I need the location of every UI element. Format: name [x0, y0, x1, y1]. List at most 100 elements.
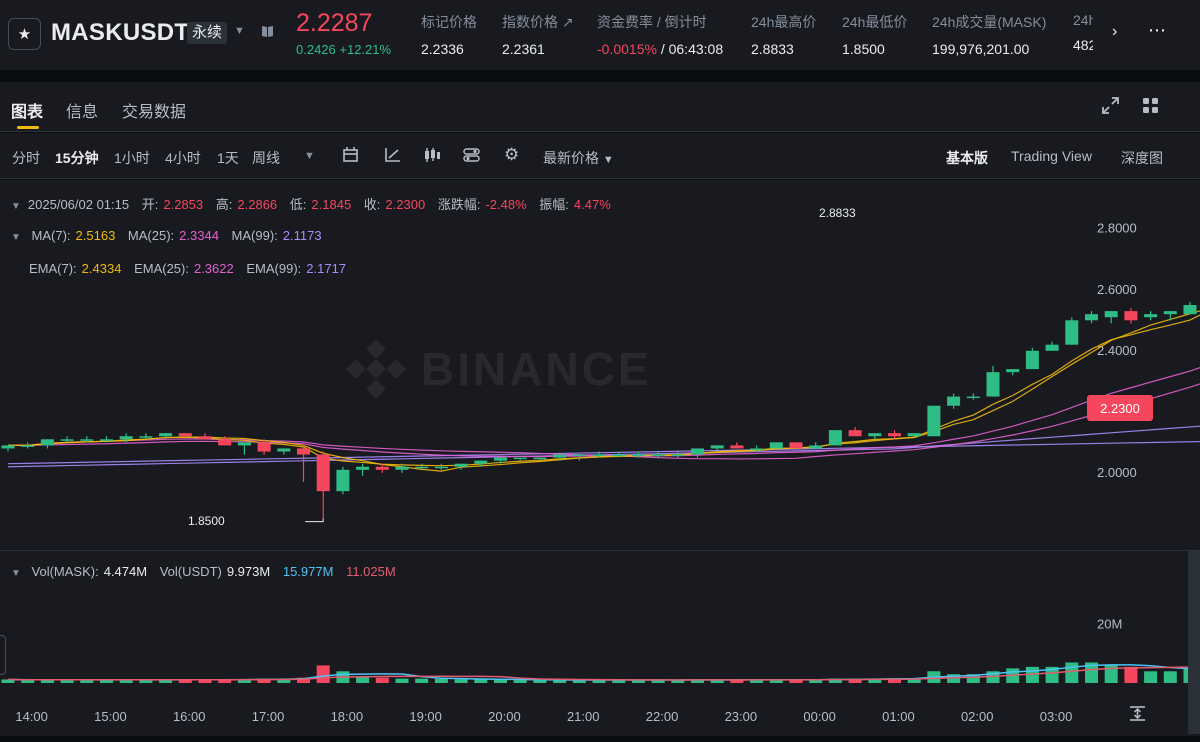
volume-bar: [1045, 666, 1059, 683]
volume-tick-label: 20M: [1097, 616, 1122, 631]
candle-body: [691, 448, 704, 455]
reset-scale-icon[interactable]: [1129, 706, 1146, 721]
interval-4h[interactable]: 4小时: [165, 150, 201, 166]
volume-bar: [60, 679, 74, 683]
binance-logo-icon: [346, 339, 406, 399]
more-icon[interactable]: ⋯: [1148, 20, 1167, 40]
ma7-line: [8, 310, 1200, 472]
candle-body: [218, 439, 232, 446]
price-change: 0.2426 +12.21%: [296, 42, 392, 57]
view-basic[interactable]: 基本版: [946, 150, 988, 166]
volume-bar: [494, 679, 507, 683]
fullscreen-icon[interactable]: [1102, 97, 1119, 114]
view-tradingview[interactable]: Trading View: [1011, 148, 1092, 164]
candle-body: [809, 445, 823, 449]
volume-bar: [297, 677, 310, 683]
collapse-icon: ▼: [11, 568, 21, 579]
volume-bar: [966, 674, 980, 683]
candle-body: [356, 466, 370, 470]
candle-type-icon[interactable]: [342, 147, 359, 163]
volume-bar: [1, 679, 15, 683]
candle-body: [1025, 350, 1039, 370]
interval-1d[interactable]: 1天: [217, 150, 239, 166]
favorite-button[interactable]: ★: [8, 18, 41, 50]
volume-bar: [710, 680, 724, 683]
tab-chart[interactable]: 图表: [11, 104, 44, 121]
volume-bar: [671, 680, 685, 683]
chevron-right-icon[interactable]: ›: [1112, 23, 1118, 40]
candle-body: [730, 445, 744, 449]
volume-bar: [651, 679, 665, 683]
toggle-icon[interactable]: [463, 147, 480, 163]
interval-15m[interactable]: 15分钟: [55, 150, 99, 166]
volume-bar: [691, 679, 704, 683]
volume-bar: [1124, 666, 1138, 683]
volume-bar: [612, 680, 626, 683]
price-tick-label: 2.8000: [1097, 221, 1137, 236]
candle-body: [907, 433, 921, 437]
contract-type-badge[interactable]: 永续: [187, 22, 228, 44]
candle-body: [159, 433, 173, 437]
time-tick-label: 19:00: [409, 709, 442, 724]
candle-body: [1085, 314, 1098, 321]
volume-bar: [631, 680, 645, 683]
ema7-line: [8, 314, 1200, 467]
stat-index-price[interactable]: 指数价格 ↗ 2.2361: [502, 14, 574, 57]
interval-1w[interactable]: 周线: [252, 150, 280, 166]
time-tick-label: 00:00: [803, 709, 836, 724]
time-tick-label: 02:00: [961, 709, 994, 724]
candle-body: [1006, 369, 1020, 373]
volume-bar: [100, 679, 113, 683]
interval-dropdown-icon[interactable]: ▼: [304, 150, 315, 162]
candle-body: [750, 448, 764, 450]
scrollbar[interactable]: [1188, 550, 1200, 734]
volume-bar: [218, 679, 232, 683]
candle-body: [533, 457, 547, 460]
candle-body: [1183, 305, 1197, 315]
volume-bar: [139, 680, 153, 683]
view-depth[interactable]: 深度图: [1121, 150, 1163, 166]
volume-ma-line: [7, 665, 1200, 681]
time-tick-label: 22:00: [646, 709, 679, 724]
candle-body: [40, 439, 54, 446]
layout-icon[interactable]: [1142, 97, 1159, 114]
chart-canvas[interactable]: 2.8000 2.6000 2.4000 2.0000 20M 14:00 15:00 16:…: [0, 180, 1200, 736]
symbol-name[interactable]: MASKUSDT: [51, 19, 190, 46]
ma-legend: ▼ MA(7): 2.5163 MA(25): 2.3344 MA(99): 2.11…: [11, 228, 322, 243]
gear-icon[interactable]: ⚙: [504, 145, 520, 164]
volume-bar: [750, 679, 764, 683]
chevron-down-icon[interactable]: ▼: [234, 25, 245, 37]
candle-body: [277, 448, 291, 452]
volume-bar: [395, 678, 409, 683]
price-tick-label: 2.0000: [1097, 465, 1137, 480]
stat-24h-turnover: 24h 482: [1073, 12, 1093, 53]
tab-info[interactable]: 信息: [66, 104, 99, 121]
kline-chart[interactable]: BINANCE 2.8000 2.6000 2.4000 2.0000 20M 14:00…: [0, 180, 1200, 736]
price-type-select[interactable]: 最新价格 ▼: [543, 150, 614, 166]
volume-bar: [553, 679, 567, 683]
candle-body: [1045, 344, 1059, 351]
tab-trading-data[interactable]: 交易数据: [122, 104, 187, 121]
low-marker-line: [305, 518, 324, 523]
candle-body: [1065, 320, 1079, 345]
stat-24h-low: 24h最低价 1.8500: [842, 14, 908, 57]
volume-ma-line: [7, 664, 1200, 681]
left-drag-handle[interactable]: [0, 635, 6, 675]
drawing-tools-icon[interactable]: [384, 147, 401, 163]
volume-bar: [868, 678, 882, 683]
interval-time[interactable]: 分时: [12, 150, 40, 166]
candle-body: [434, 466, 448, 469]
pane-divider[interactable]: [0, 550, 1200, 551]
volume-bar: [80, 680, 94, 683]
volume-bar: [415, 678, 429, 683]
book-icon[interactable]: [262, 25, 273, 37]
volume-bar: [1065, 662, 1079, 683]
indicators-icon[interactable]: [424, 147, 441, 163]
interval-1h[interactable]: 1小时: [114, 150, 150, 166]
candle-body: [868, 433, 882, 437]
volume-bar: [21, 680, 35, 683]
volume-bar: [1104, 665, 1118, 683]
active-tab-indicator: [17, 126, 39, 129]
candle-body: [198, 436, 212, 440]
ma25-line: [8, 383, 1200, 460]
